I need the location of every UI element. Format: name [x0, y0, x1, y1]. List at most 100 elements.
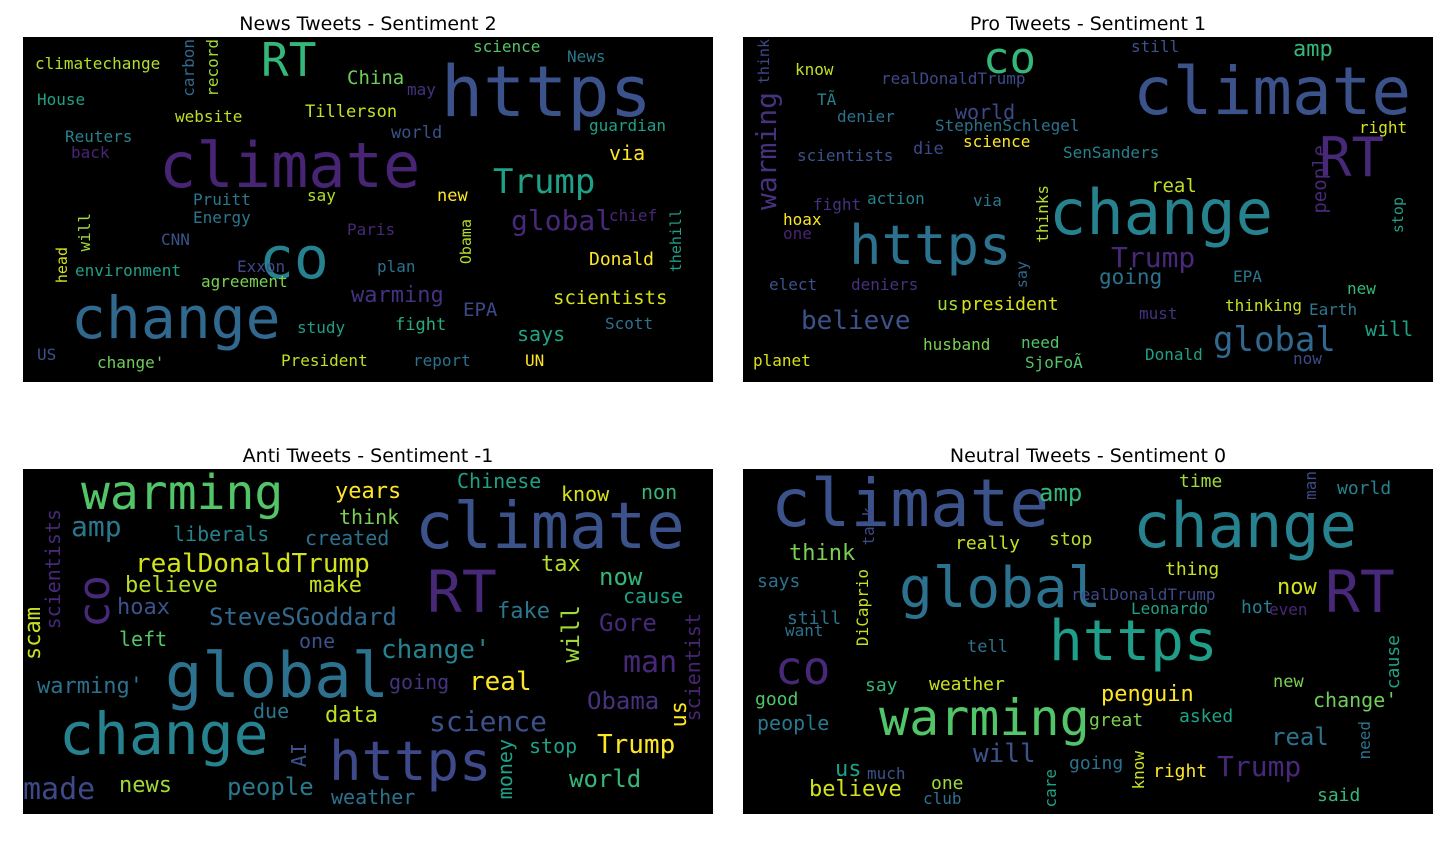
word-world: world	[1337, 478, 1392, 499]
word-us: us	[835, 757, 862, 782]
word-world: world	[391, 123, 443, 143]
word-much: much	[867, 764, 906, 783]
word-plan: plan	[377, 257, 416, 276]
word-due: due	[253, 699, 290, 723]
word-data: data	[325, 703, 378, 728]
word-non: non	[641, 480, 678, 504]
word-man: man	[1301, 471, 1320, 500]
word-real: real	[1151, 175, 1197, 197]
word-scientists: scientists	[553, 287, 668, 309]
word-record: record	[203, 39, 222, 97]
word-chief: chief	[609, 206, 658, 225]
news-word-cloud: https climate change co RT Trump global warming…	[23, 37, 713, 382]
word-us: US	[37, 345, 57, 364]
word-thehill: thehill	[667, 209, 685, 273]
word-global: global	[165, 639, 389, 712]
word-going: going	[1099, 265, 1163, 289]
word-china: China	[347, 67, 405, 89]
news-panel-title: News Tweets - Sentiment 2	[239, 13, 497, 35]
word-trump: Trump	[597, 730, 676, 760]
word-realdonaldtrump: realDonaldTrump	[881, 69, 1026, 88]
word-fight: fight	[813, 195, 862, 214]
word-scott: Scott	[605, 314, 654, 333]
word-co: co	[775, 641, 831, 695]
anti-panel-title: Anti Tweets - Sentiment -1	[242, 445, 494, 467]
word-trump: Trump	[1111, 241, 1196, 274]
word-elect: elect	[769, 275, 818, 294]
word-say: say	[307, 186, 336, 205]
word-say: say	[1013, 261, 1031, 289]
word-co: co	[983, 37, 1036, 84]
word-want: want	[785, 621, 824, 640]
word-chinese: Chinese	[457, 469, 542, 493]
word-weather: weather	[929, 674, 1005, 695]
word-cause: cause	[1383, 635, 1404, 690]
word-obama: Obama	[457, 219, 475, 265]
word-guardian: guardian	[589, 116, 667, 135]
word-change: change	[1133, 489, 1357, 562]
word-warming: warming	[81, 469, 284, 521]
word-science: science	[473, 37, 541, 56]
word-one: one	[299, 629, 336, 653]
word-one: one	[783, 224, 812, 243]
word-obama: Obama	[587, 687, 660, 715]
word-real: real	[1271, 723, 1329, 751]
word-warming: warming	[750, 92, 783, 211]
word-will: will	[75, 213, 94, 252]
word-sjofo: SjoFoÃ	[1025, 353, 1083, 372]
word-stephenschlegel: StephenSchlegel	[935, 116, 1080, 135]
neutral-panel-title: Neutral Tweets - Sentiment 0	[949, 445, 1227, 467]
anti-word-cloud: climate global change https warming RT co realD…	[23, 469, 713, 814]
word-world: world	[955, 100, 1016, 124]
word-agreement: agreement	[201, 272, 288, 291]
word-scientists: scientists	[797, 146, 894, 165]
word-talk: talk	[859, 507, 878, 546]
word-money: money	[493, 739, 517, 800]
word-say: say	[865, 675, 898, 696]
word-penguin: penguin	[1101, 682, 1194, 707]
word-planet: planet	[753, 351, 811, 370]
word-thing: thing	[1165, 559, 1220, 580]
word-donald: Donald	[1145, 345, 1203, 364]
word-think: think	[755, 39, 773, 85]
word-house: House	[37, 90, 86, 109]
word-rt: RT	[427, 558, 497, 626]
word-real: real	[469, 667, 532, 697]
word-fight: fight	[395, 315, 447, 335]
word-global: global	[511, 204, 613, 237]
word-left: left	[119, 627, 168, 651]
word-believe: believe	[125, 573, 218, 598]
word-realdonaldtrump: realDonaldTrump	[135, 549, 370, 579]
word-un: UN	[525, 351, 545, 370]
word-scam: scam	[23, 607, 46, 660]
word-trump: Trump	[1217, 750, 1302, 783]
word-stop: stop	[1049, 529, 1093, 550]
word-rt: RT	[1319, 126, 1385, 189]
word-good: good	[755, 689, 799, 710]
word-science: science	[429, 705, 548, 738]
word-will: will	[973, 739, 1036, 769]
word-need: need	[1021, 333, 1060, 352]
word-still: still	[1131, 37, 1180, 56]
word-amp: amp	[1293, 37, 1333, 62]
word-created: created	[305, 526, 390, 550]
word-website: website	[175, 107, 243, 126]
word-stop: stop	[1389, 197, 1407, 234]
word-says: says	[517, 322, 566, 346]
word-news: news	[119, 773, 172, 798]
word-cnn: CNN	[161, 230, 190, 249]
word-says: says	[757, 571, 801, 592]
word-going: going	[389, 670, 450, 694]
word-believe: believe	[801, 306, 911, 336]
word-leonardo: Leonardo	[1131, 599, 1209, 618]
word-climate: climate	[415, 490, 685, 564]
word-paris: Paris	[347, 220, 396, 239]
word-co: co	[69, 575, 120, 628]
word-weather: weather	[331, 785, 416, 809]
word-change: change	[59, 700, 269, 768]
word-epa: EPA	[463, 299, 498, 321]
word-know: know	[795, 60, 834, 79]
word-president: President	[281, 351, 368, 370]
word-global: global	[1213, 320, 1336, 360]
word-need: need	[1355, 721, 1374, 760]
